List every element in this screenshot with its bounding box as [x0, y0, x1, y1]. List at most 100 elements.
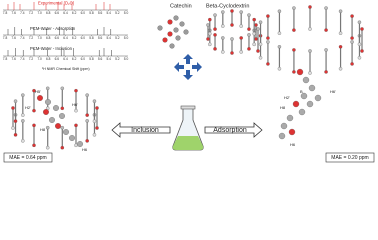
atom	[45, 86, 50, 91]
tick-label: 6.2	[72, 57, 77, 61]
atom	[11, 106, 15, 110]
atom	[314, 94, 322, 102]
atom	[324, 48, 328, 52]
atom	[277, 45, 282, 49]
tick-label: 6.2	[72, 11, 77, 15]
atom	[167, 19, 173, 25]
atom-label: H8	[280, 105, 286, 110]
atom	[213, 47, 217, 51]
atom	[239, 50, 243, 54]
atom	[21, 119, 25, 123]
atom	[302, 76, 310, 84]
atom	[21, 139, 25, 143]
atom	[208, 31, 212, 36]
atom	[266, 62, 270, 66]
nmr-axes: 7.8 7.6 7.4 7.2 7.0 6.8 6.6 6.4 6.2 6.0 5.8 5.6 5.4 5…	[3, 2, 129, 61]
tick-label: 7.8	[3, 36, 8, 40]
tick-label: 7.4	[20, 36, 25, 40]
tick-label: 5.6	[98, 11, 103, 15]
mae-adsorption: MAE = 0.20 ppm	[331, 155, 368, 161]
atom	[95, 126, 99, 130]
atom	[74, 108, 78, 113]
tick-label: 7.2	[29, 11, 34, 15]
tick-label: 6.8	[46, 57, 51, 61]
atom	[21, 113, 25, 117]
atom	[32, 88, 36, 93]
atom	[173, 27, 179, 33]
four-way-arrow	[174, 54, 202, 80]
atom	[357, 20, 362, 24]
atom	[45, 99, 51, 105]
atom	[247, 47, 251, 51]
atom	[308, 27, 312, 31]
atom	[252, 31, 256, 36]
atom	[278, 132, 286, 140]
tick-label: 7.8	[3, 11, 8, 15]
atom	[350, 62, 354, 66]
atom	[360, 49, 364, 53]
atom	[208, 17, 212, 22]
atom	[32, 123, 36, 128]
atom	[85, 93, 89, 97]
tick-label: 5.2	[115, 57, 120, 61]
atom	[230, 9, 234, 13]
atom	[258, 56, 263, 60]
atom	[266, 40, 270, 44]
atom	[208, 42, 212, 47]
tick-label: 6.0	[81, 36, 86, 40]
atom	[277, 9, 282, 13]
atom	[59, 113, 65, 119]
atom	[360, 27, 364, 31]
atom	[230, 37, 234, 41]
atom	[60, 125, 65, 130]
tick-label: 7.4	[20, 57, 25, 61]
tick-label: 7.0	[37, 57, 42, 61]
tick-label: 6.4	[63, 36, 68, 40]
atom-label: H6'	[72, 102, 78, 107]
atom	[338, 45, 343, 49]
atom	[13, 133, 18, 137]
atom	[247, 33, 251, 37]
tick-label: 5.6	[98, 57, 103, 61]
atom	[266, 14, 270, 18]
atom	[69, 135, 75, 141]
tick-label: 7.6	[11, 36, 16, 40]
atom	[206, 23, 210, 27]
tick-label: 7.6	[11, 11, 16, 15]
tick-label: 5.2	[115, 36, 120, 40]
atom	[254, 23, 258, 27]
atom	[55, 123, 61, 129]
atom-label: B	[300, 89, 303, 94]
adsorption-text: Adsorption	[213, 127, 247, 134]
flask	[172, 105, 204, 151]
atom	[254, 37, 258, 41]
tick-label: 6.6	[55, 57, 60, 61]
atom	[37, 95, 43, 101]
atom-label: H2'	[25, 105, 31, 110]
atom	[357, 42, 362, 46]
tick-label: 7.0	[37, 36, 42, 40]
atom	[292, 100, 300, 108]
atom	[239, 24, 243, 28]
atom	[221, 10, 225, 14]
atom	[266, 36, 270, 40]
tick-label: 5.8	[89, 57, 94, 61]
tick-label: 5.0	[124, 36, 129, 40]
atom	[277, 67, 282, 71]
atom	[74, 123, 78, 128]
atom	[277, 31, 282, 35]
atom	[286, 114, 294, 122]
tick-label: 5.8	[89, 11, 94, 15]
atom	[258, 20, 263, 24]
atom	[92, 119, 97, 123]
atom	[11, 126, 15, 130]
inclusion-text: Inclusion	[131, 127, 159, 134]
atom	[324, 6, 328, 10]
nmr-inclusion: PCM-Water - Inclusion	[30, 46, 73, 51]
atom	[338, 67, 343, 71]
adsorption-arrow	[204, 122, 263, 138]
atom	[256, 49, 260, 53]
mae-box-inclusion	[3, 152, 53, 163]
atom	[308, 49, 312, 53]
atom	[239, 10, 243, 14]
